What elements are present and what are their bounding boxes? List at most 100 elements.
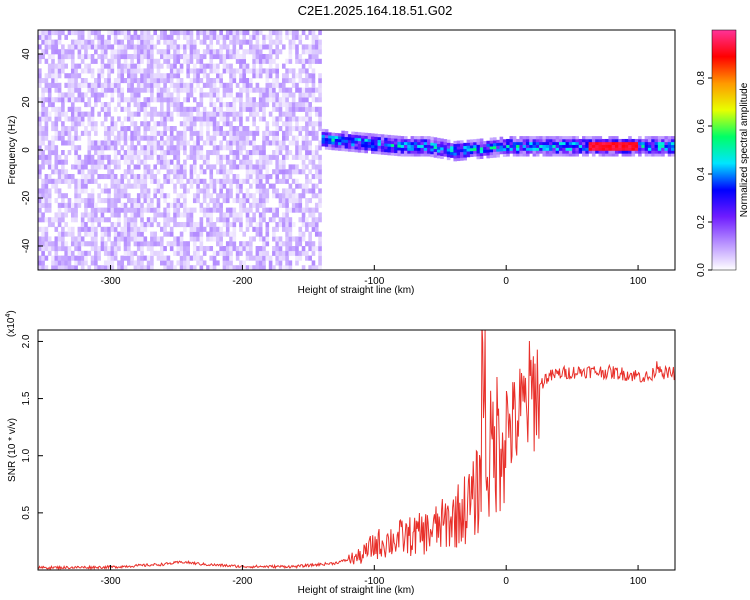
heatmap-cell <box>186 68 190 74</box>
heatmap-cell <box>275 169 279 175</box>
heatmap-cell <box>318 30 322 36</box>
heatmap-cell <box>549 144 553 148</box>
heatmap-cell <box>545 138 550 143</box>
heatmap-cell <box>318 159 322 165</box>
heatmap-cell <box>159 106 164 112</box>
heatmap-cell <box>242 164 247 170</box>
heatmap-cell <box>166 159 171 165</box>
heatmap-cell <box>136 58 141 64</box>
heatmap-cell <box>516 153 520 157</box>
heatmap-cell <box>364 144 369 148</box>
heatmap-cell <box>84 126 88 132</box>
heatmap-cell <box>516 147 520 151</box>
heatmap-cell <box>74 97 78 103</box>
heatmap-cell <box>506 147 510 151</box>
heatmap-cell <box>80 92 85 98</box>
heatmap-cell <box>61 140 65 146</box>
heatmap-cell <box>94 130 98 136</box>
heatmap-cell <box>186 54 190 60</box>
heatmap-cell <box>133 73 138 79</box>
heatmap-cell <box>209 255 214 261</box>
heatmap-cell <box>225 145 230 151</box>
heatmap-cell <box>94 145 98 151</box>
heatmap-cell <box>54 183 59 189</box>
heatmap-cell <box>291 169 296 175</box>
heatmap-cell <box>77 73 82 79</box>
heatmap-cell <box>189 169 194 175</box>
heatmap-cell <box>196 222 200 228</box>
heatmap-cell <box>67 265 72 270</box>
heatmap-cell <box>229 49 233 55</box>
heatmap-cell <box>493 143 497 147</box>
heatmap-cell <box>212 164 217 170</box>
heatmap-cell <box>249 102 253 108</box>
heatmap-cell <box>453 158 458 162</box>
heatmap-cell <box>239 130 243 136</box>
heatmap-cell <box>41 236 45 242</box>
heatmap-cell <box>156 236 161 242</box>
heatmap-cell <box>107 217 111 223</box>
heatmap-cell <box>110 63 115 69</box>
heatmap-cell <box>80 178 85 184</box>
heatmap-cell <box>54 226 59 232</box>
heatmap-cell <box>661 144 665 148</box>
heatmap-cell <box>54 188 59 194</box>
heatmap-cell <box>229 188 233 194</box>
heatmap-cell <box>232 68 237 74</box>
heatmap-cell <box>377 142 382 146</box>
heatmap-cell <box>150 174 154 180</box>
heatmap-cell <box>529 141 533 146</box>
heatmap-cell <box>166 92 171 98</box>
heatmap-cell <box>295 250 299 256</box>
heatmap-cell <box>192 49 197 55</box>
heatmap-cell <box>311 193 316 199</box>
heatmap-cell <box>110 49 115 55</box>
heatmap-cell <box>222 34 227 40</box>
heatmap-cell <box>380 145 385 149</box>
heatmap-cell <box>202 73 207 79</box>
heatmap-cell <box>318 49 322 55</box>
heatmap-cell <box>70 178 75 184</box>
heatmap-cell <box>453 149 458 153</box>
heatmap-cell <box>140 30 144 36</box>
heatmap-cell <box>64 54 68 60</box>
heatmap-cell <box>54 169 59 175</box>
heatmap-cell <box>229 92 233 98</box>
heatmap-cell <box>272 154 276 160</box>
heatmap-cell <box>163 198 167 204</box>
heatmap-cell <box>61 150 65 156</box>
heatmap-cell <box>631 147 636 151</box>
heatmap-cell <box>209 78 214 84</box>
heatmap-cell <box>77 169 82 175</box>
heatmap-cell <box>136 202 141 208</box>
heatmap-cell <box>318 212 322 218</box>
heatmap-cell <box>242 178 247 184</box>
heatmap-cell <box>272 150 276 156</box>
heatmap-cell <box>456 152 461 156</box>
heatmap-cell <box>199 87 204 93</box>
heatmap-cell <box>285 58 289 64</box>
heatmap-cell <box>338 133 342 137</box>
heatmap-cell <box>199 116 204 122</box>
heatmap-cell <box>301 145 306 151</box>
heatmap-cell <box>70 49 75 55</box>
heatmap-cell <box>281 78 286 84</box>
heatmap-cell <box>150 246 154 252</box>
heatmap-cell <box>176 260 181 266</box>
heatmap-cell <box>117 39 121 45</box>
heatmap-cell <box>565 153 570 157</box>
heatmap-cell <box>123 135 128 141</box>
heatmap-cell <box>288 140 293 146</box>
heatmap-cell <box>173 73 177 79</box>
heatmap-cell <box>216 54 220 60</box>
heatmap-cell <box>41 126 45 132</box>
heatmap-cell <box>156 68 161 74</box>
heatmap-cell <box>354 131 359 136</box>
heatmap-cell <box>380 137 385 141</box>
heatmap-cell <box>281 140 286 146</box>
heatmap-cell <box>272 116 276 122</box>
heatmap-cell <box>77 202 82 208</box>
heatmap-cell <box>130 121 134 127</box>
heatmap-cell <box>196 116 200 122</box>
heatmap-cell <box>608 144 612 148</box>
